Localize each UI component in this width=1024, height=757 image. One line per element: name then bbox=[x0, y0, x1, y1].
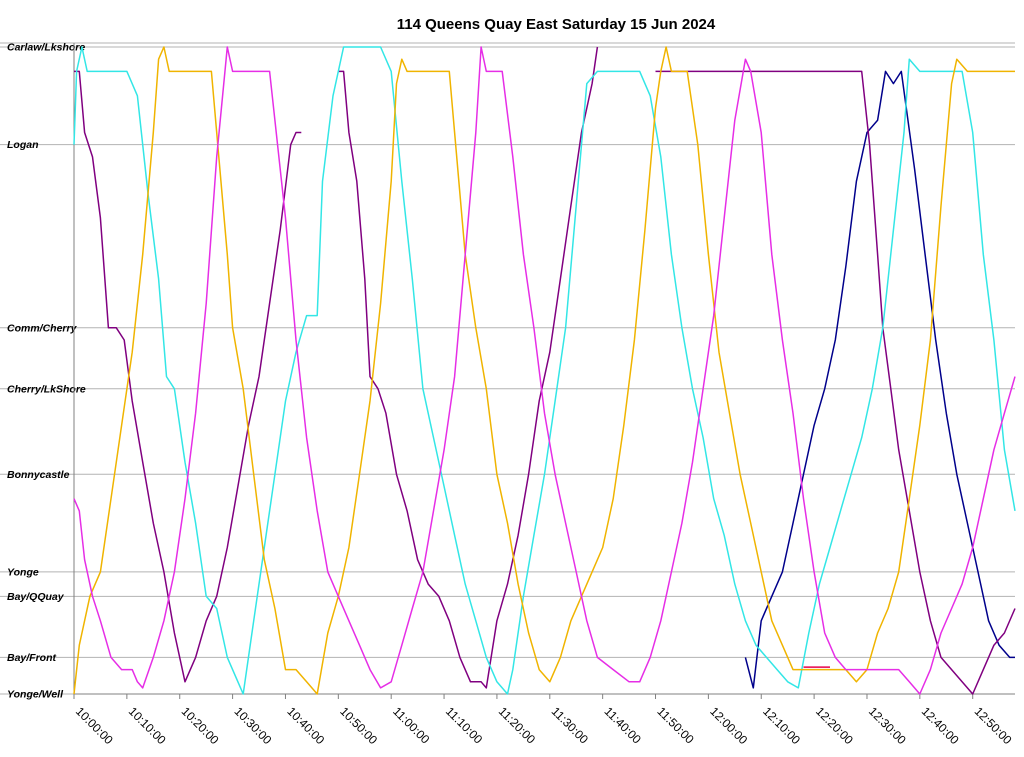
stop-label: Bonnycastle bbox=[7, 469, 70, 481]
stop-label: Bay/QQuay bbox=[7, 591, 65, 603]
x-tick-label: 12:00:00 bbox=[707, 704, 750, 747]
axes bbox=[73, 43, 1015, 699]
stop-label: Logan bbox=[7, 139, 39, 151]
stop-label: Carlaw/Lkshore bbox=[7, 42, 85, 54]
chart-title: 114 Queens Quay East Saturday 15 Jun 202… bbox=[397, 16, 716, 33]
x-tick-label: 10:10:00 bbox=[126, 704, 169, 747]
x-tick-label: 10:20:00 bbox=[179, 704, 222, 747]
x-tick-label: 11:10:00 bbox=[443, 704, 486, 747]
x-tick-label: 11:40:00 bbox=[602, 704, 645, 747]
x-tick-label: 10:50:00 bbox=[337, 704, 380, 747]
stop-label: Yonge bbox=[7, 566, 39, 578]
stop-label: Bay/Front bbox=[7, 652, 57, 664]
x-tick-label: 12:30:00 bbox=[866, 704, 909, 747]
vehicle-trace-line bbox=[73, 46, 1016, 695]
vehicle-trace-line bbox=[74, 46, 1016, 695]
x-tick-label: 12:10:00 bbox=[760, 704, 803, 747]
x-tick-label: 11:50:00 bbox=[654, 704, 697, 747]
x-tick-label: 12:20:00 bbox=[813, 704, 856, 747]
vehicle-trace-line bbox=[744, 70, 1015, 689]
stop-label: Yonge/Well bbox=[7, 689, 64, 701]
x-tick-label: 11:00:00 bbox=[390, 704, 433, 747]
vehicle-traces bbox=[73, 46, 1016, 695]
x-tick-label: 11:30:00 bbox=[549, 704, 592, 747]
stop-label: Cherry/LkShore bbox=[7, 383, 86, 395]
vehicle-trace-line bbox=[73, 46, 1016, 695]
x-tick-label: 12:50:00 bbox=[972, 704, 1015, 747]
x-tick-label: 12:40:00 bbox=[919, 704, 962, 747]
time-tick-labels: 10:00:00 10:10:00 10:20:00 10:30:00 10:40:00… bbox=[73, 704, 1015, 747]
vehicle-trace-line bbox=[73, 46, 1015, 695]
x-tick-label: 10:40:00 bbox=[284, 704, 327, 747]
stop-label: Comm/Cherry bbox=[7, 322, 78, 334]
x-tick-label: 11:20:00 bbox=[496, 704, 539, 747]
stop-labels: Carlaw/Lkshore Logan Comm/Cherry Cherry/LkS… bbox=[7, 42, 86, 701]
x-tick-label: 10:30:00 bbox=[231, 704, 274, 747]
x-tick-label: 10:00:00 bbox=[73, 704, 116, 747]
